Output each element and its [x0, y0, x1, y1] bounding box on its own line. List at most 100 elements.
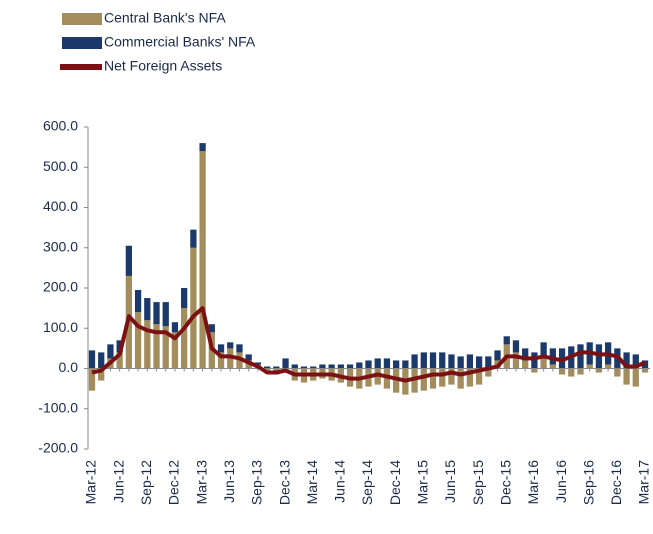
x-tick-label: Jun-14 [332, 460, 348, 503]
bar [227, 342, 234, 349]
y-tick-label: 300.0 [43, 238, 78, 254]
y-tick-label: -100.0 [38, 399, 78, 415]
bar [540, 342, 547, 357]
y-tick-label: 600.0 [43, 118, 78, 134]
bar [263, 366, 271, 369]
y-tick-label: 200.0 [43, 279, 78, 295]
bar [319, 364, 326, 369]
legend-swatch [60, 64, 102, 70]
bar [282, 358, 289, 369]
bar [632, 354, 639, 369]
bar [310, 366, 317, 369]
line [91, 306, 646, 383]
y-tick-label: 0.0 [59, 359, 79, 375]
bar [429, 352, 437, 369]
bar [144, 320, 151, 369]
bar [153, 302, 160, 325]
bar [98, 352, 105, 369]
bar [549, 364, 556, 369]
bar [614, 368, 621, 377]
bar [577, 368, 584, 375]
bar [346, 364, 354, 369]
bar [632, 368, 639, 387]
bar [595, 344, 603, 369]
bar [503, 336, 510, 345]
bar [365, 360, 372, 369]
bar [623, 368, 630, 385]
bar [475, 368, 483, 385]
bar [245, 354, 252, 361]
x-tick-label: Jun-15 [442, 460, 458, 503]
bar [227, 348, 234, 369]
x-tick-label: Mar-12 [83, 460, 99, 505]
y-tick-label: -200.0 [38, 440, 78, 456]
x-tick-label: Mar-13 [193, 460, 209, 505]
x-tick-label: Mar-17 [636, 460, 652, 505]
bar [558, 368, 566, 375]
bar [586, 364, 593, 369]
bar [181, 288, 188, 309]
bar [494, 350, 501, 361]
bar [88, 368, 96, 391]
x-tick-label: Dec-13 [276, 460, 292, 505]
bar [457, 356, 464, 369]
bar [420, 368, 427, 391]
bar [485, 356, 492, 369]
x-tick-label: Dec-12 [166, 460, 182, 505]
y-tick-label: 100.0 [43, 319, 78, 335]
bar [134, 312, 142, 369]
x-tick-label: Jun-12 [110, 460, 126, 503]
bar [254, 362, 262, 365]
x-tick-label: Sep-14 [359, 460, 375, 505]
x-tick-label: Dec-16 [608, 460, 624, 505]
x-tick-label: Dec-15 [497, 460, 513, 505]
bar [162, 326, 169, 369]
x-tick-label: Jun-13 [221, 460, 237, 503]
x-tick-label: Sep-16 [580, 460, 596, 505]
bar [153, 324, 160, 369]
bar [383, 358, 391, 369]
x-tick-label: Dec-14 [387, 460, 403, 505]
bar [291, 364, 298, 369]
x-tick-label: Sep-13 [249, 460, 265, 505]
bar [337, 364, 344, 369]
bar [356, 362, 363, 369]
legend-label: Commercial Banks' NFA [104, 34, 256, 50]
bar [466, 368, 474, 387]
bar [411, 354, 418, 369]
bar [448, 354, 455, 369]
bar [512, 352, 520, 369]
bar [107, 344, 114, 359]
bar [217, 352, 225, 369]
x-tick-label: Mar-14 [304, 460, 320, 505]
bar [181, 308, 188, 369]
bar [199, 151, 206, 369]
bar [273, 366, 280, 369]
bar [522, 348, 529, 361]
bar [328, 364, 335, 369]
bar [199, 143, 206, 152]
bar [144, 298, 151, 321]
bar [540, 356, 547, 369]
bar [171, 322, 179, 333]
x-tick-label: Sep-12 [138, 460, 154, 505]
bar [402, 360, 409, 369]
bar [171, 332, 179, 369]
bar [457, 368, 464, 389]
x-tick-label: Mar-16 [525, 460, 541, 505]
bar [393, 360, 400, 369]
bar [374, 358, 381, 369]
legend-swatch [62, 37, 102, 49]
bar [236, 344, 243, 353]
bar [116, 352, 123, 369]
bar [429, 368, 437, 389]
bar [604, 364, 612, 369]
bar [125, 245, 133, 276]
bar [531, 352, 538, 369]
bar [522, 360, 529, 369]
bar [439, 368, 446, 387]
bar [485, 368, 492, 377]
bar [420, 352, 427, 369]
bar [512, 340, 520, 353]
y-tick-label: 400.0 [43, 198, 78, 214]
